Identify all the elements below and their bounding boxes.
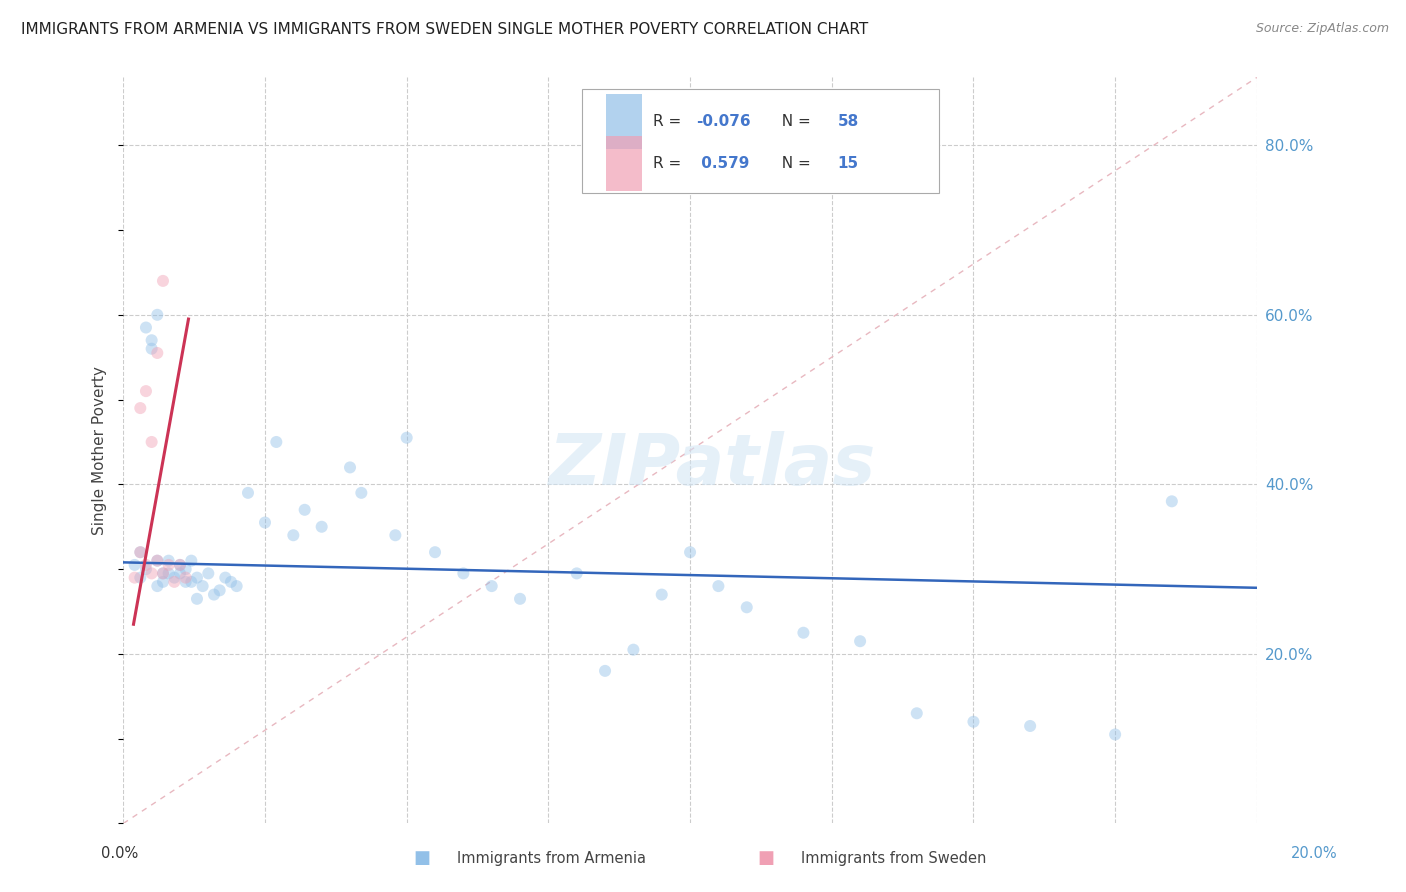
Point	[152, 566, 174, 581]
Point	[395, 431, 418, 445]
Point	[202, 588, 225, 602]
Point	[146, 579, 169, 593]
Point	[219, 574, 242, 589]
Text: 58: 58	[838, 113, 859, 128]
Point	[129, 545, 152, 559]
Point	[157, 558, 180, 572]
Point	[651, 588, 673, 602]
Point	[225, 579, 247, 593]
Point	[453, 566, 475, 581]
Text: 15: 15	[838, 156, 859, 170]
Point	[423, 545, 446, 559]
Text: R =: R =	[652, 156, 686, 170]
Point	[141, 342, 163, 356]
Point	[565, 566, 588, 581]
Point	[180, 554, 202, 568]
Point	[169, 558, 191, 572]
Point	[191, 579, 214, 593]
Text: -0.076: -0.076	[696, 113, 751, 128]
Point	[157, 566, 180, 581]
Point	[849, 634, 872, 648]
Point	[1160, 494, 1182, 508]
Point	[197, 566, 219, 581]
Point	[214, 571, 236, 585]
Point	[129, 545, 152, 559]
FancyBboxPatch shape	[606, 136, 643, 191]
Text: 0.0%: 0.0%	[101, 847, 138, 861]
Point	[152, 274, 174, 288]
Text: Source: ZipAtlas.com: Source: ZipAtlas.com	[1256, 22, 1389, 36]
FancyBboxPatch shape	[606, 94, 643, 149]
Text: 20.0%: 20.0%	[1291, 847, 1339, 861]
Point	[146, 308, 169, 322]
Point	[169, 558, 191, 572]
Point	[253, 516, 276, 530]
Text: Immigrants from Armenia: Immigrants from Armenia	[457, 851, 645, 865]
Point	[593, 664, 616, 678]
Point	[146, 554, 169, 568]
Point	[146, 346, 169, 360]
Point	[135, 320, 157, 334]
Point	[621, 642, 644, 657]
Point	[169, 566, 191, 581]
Point	[129, 401, 152, 415]
Point	[311, 520, 333, 534]
Point	[124, 558, 146, 572]
FancyBboxPatch shape	[582, 88, 939, 193]
Point	[294, 503, 316, 517]
Point	[152, 574, 174, 589]
Text: N =: N =	[772, 156, 815, 170]
Point	[141, 566, 163, 581]
Point	[208, 583, 231, 598]
Text: ■: ■	[758, 849, 775, 867]
Text: N =: N =	[772, 113, 815, 128]
Point	[174, 574, 197, 589]
Point	[141, 434, 163, 449]
Y-axis label: Single Mother Poverty: Single Mother Poverty	[93, 366, 107, 535]
Point	[350, 486, 373, 500]
Point	[339, 460, 361, 475]
Point	[1019, 719, 1042, 733]
Point	[735, 600, 758, 615]
Point	[163, 574, 186, 589]
Point	[266, 434, 288, 449]
Point	[135, 562, 157, 576]
Point	[905, 706, 928, 721]
Point	[679, 545, 702, 559]
Point	[163, 571, 186, 585]
Point	[283, 528, 305, 542]
Text: 0.579: 0.579	[696, 156, 749, 170]
Point	[141, 333, 163, 347]
Point	[174, 571, 197, 585]
Point	[1104, 727, 1126, 741]
Point	[792, 625, 814, 640]
Point	[384, 528, 406, 542]
Point	[135, 558, 157, 572]
Point	[707, 579, 730, 593]
Text: Immigrants from Sweden: Immigrants from Sweden	[801, 851, 987, 865]
Point	[962, 714, 984, 729]
Text: ■: ■	[413, 849, 430, 867]
Point	[174, 562, 197, 576]
Point	[152, 566, 174, 581]
Point	[135, 384, 157, 398]
Point	[180, 574, 202, 589]
Text: IMMIGRANTS FROM ARMENIA VS IMMIGRANTS FROM SWEDEN SINGLE MOTHER POVERTY CORRELAT: IMMIGRANTS FROM ARMENIA VS IMMIGRANTS FR…	[21, 22, 869, 37]
Point	[481, 579, 503, 593]
Point	[129, 571, 152, 585]
Point	[157, 554, 180, 568]
Text: ZIPatlas: ZIPatlas	[550, 431, 876, 500]
Point	[186, 571, 208, 585]
Point	[186, 591, 208, 606]
Point	[509, 591, 531, 606]
Point	[236, 486, 259, 500]
Point	[124, 571, 146, 585]
Text: R =: R =	[652, 113, 686, 128]
Point	[146, 554, 169, 568]
